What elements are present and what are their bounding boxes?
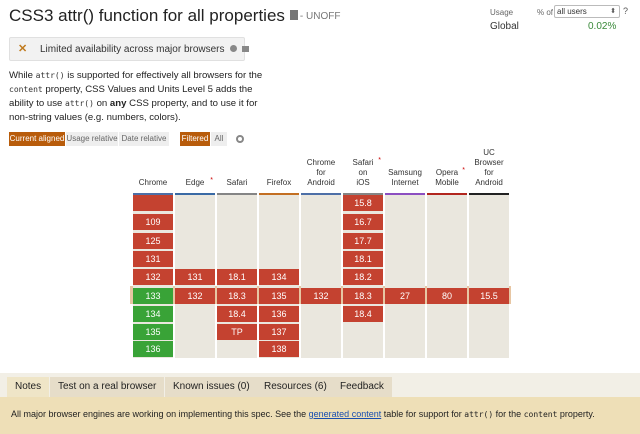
browser-color-bar: [385, 193, 425, 195]
comment-icon[interactable]: [241, 46, 249, 52]
version-cell[interactable]: 132: [301, 288, 341, 304]
filtered-button[interactable]: Filtered: [180, 132, 210, 146]
browser-color-bar: [217, 193, 257, 195]
browser-header[interactable]: UC Browser for Android: [469, 148, 509, 188]
version-cell[interactable]: 15.5: [469, 288, 509, 304]
region-label: Global: [490, 21, 519, 32]
version-cell[interactable]: 16.7: [343, 214, 383, 230]
page-title: CSS3 attr() function for all properties -…: [9, 6, 340, 26]
tab-resources[interactable]: Resources (6): [256, 377, 335, 397]
version-cell[interactable]: 138: [259, 341, 299, 357]
version-cell[interactable]: 133: [133, 288, 173, 304]
version-cell[interactable]: 137: [259, 324, 299, 340]
browser-header[interactable]: Safari: [217, 178, 257, 188]
browser-column: [301, 195, 341, 358]
tab-known-issues[interactable]: Known issues (0): [165, 377, 258, 397]
browser-color-bar: [427, 193, 467, 195]
browser-column: [427, 195, 467, 358]
usage-value: 0.02%: [588, 21, 617, 32]
version-cell[interactable]: 18.2: [343, 269, 383, 285]
version-cell[interactable]: 17.7: [343, 233, 383, 249]
help-link[interactable]: ?: [623, 6, 629, 16]
version-cell[interactable]: 18.1: [217, 269, 257, 285]
note-text: All major browser engines are working on…: [11, 409, 595, 419]
tab-notes[interactable]: Notes: [7, 377, 50, 397]
note-marker: *: [378, 157, 381, 164]
browser-column: [385, 195, 425, 358]
browser-name: Chrome: [138, 178, 168, 187]
tab-feedback[interactable]: Feedback: [332, 377, 392, 397]
version-cell[interactable]: 18.3: [343, 288, 383, 304]
browser-color-bar: [343, 193, 383, 195]
document-icon[interactable]: [289, 10, 298, 20]
browser-name: Chrome for Android: [306, 158, 336, 187]
feature-title: CSS3 attr() function for all properties: [9, 6, 285, 25]
version-cell[interactable]: 136: [133, 341, 173, 357]
usage-select[interactable]: all users ⬍: [554, 5, 620, 18]
generated-content-link[interactable]: generated content: [308, 409, 382, 419]
version-cell[interactable]: 134: [259, 269, 299, 285]
browser-name: Opera Mobile: [435, 168, 459, 187]
browser-header[interactable]: Chrome for Android: [301, 158, 341, 188]
browser-color-bar: [301, 193, 341, 195]
version-cell[interactable]: 131: [133, 251, 173, 267]
version-cell[interactable]: [133, 195, 173, 211]
usage-label: Usage: [490, 8, 514, 17]
version-cell[interactable]: 135: [259, 288, 299, 304]
version-cell[interactable]: 18.4: [343, 306, 383, 322]
version-cell[interactable]: 125: [133, 233, 173, 249]
notes-panel: [0, 397, 640, 434]
version-cell[interactable]: 27: [385, 288, 425, 304]
version-cell[interactable]: 18.3: [217, 288, 257, 304]
browser-color-bar: [469, 193, 509, 195]
browser-name: Safari on iOS: [352, 158, 374, 187]
gear-icon[interactable]: [236, 135, 244, 143]
version-cell[interactable]: 134: [133, 306, 173, 322]
usage-select-value: all users: [557, 7, 587, 16]
browser-color-bar: [259, 193, 299, 195]
browser-header[interactable]: Chrome: [133, 178, 173, 188]
tab-test-on-real-browser[interactable]: Test on a real browser: [50, 377, 165, 397]
version-cell[interactable]: 18.1: [343, 251, 383, 267]
all-button[interactable]: All: [211, 132, 227, 146]
browser-header[interactable]: Safari on iOS *: [343, 157, 383, 188]
current-aligned-button[interactable]: Current aligned: [9, 132, 65, 146]
availability-banner: ✕ Limited availability across major brows…: [9, 37, 249, 61]
browser-color-bar: [133, 193, 173, 195]
browser-name: Firefox: [266, 178, 292, 187]
percent-of-label: % of: [537, 8, 554, 17]
browser-name: Edge: [185, 178, 205, 187]
version-cell[interactable]: 136: [259, 306, 299, 322]
version-cell[interactable]: 132: [175, 288, 215, 304]
version-cell[interactable]: 15.8: [343, 195, 383, 211]
availability-text: Limited availability across major browse…: [40, 44, 225, 55]
version-cell[interactable]: 131: [175, 269, 215, 285]
note-marker: *: [210, 177, 213, 184]
version-cell[interactable]: 109: [133, 214, 173, 230]
feature-description: While attr() is supported for effectivel…: [9, 70, 263, 123]
date-relative-button[interactable]: Date relative: [119, 132, 169, 146]
select-arrows-icon: ⬍: [610, 8, 616, 15]
version-cell[interactable]: 80: [427, 288, 467, 304]
version-cell[interactable]: 135: [133, 324, 173, 340]
version-cell[interactable]: 18.4: [217, 306, 257, 322]
limited-availability-icon: ✕: [18, 43, 28, 55]
version-cell[interactable]: 132: [133, 269, 173, 285]
browser-column: [469, 195, 509, 358]
browser-header[interactable]: Samsung Internet: [385, 168, 425, 188]
version-cell[interactable]: TP: [217, 324, 257, 340]
browser-header[interactable]: Opera Mobile *: [427, 167, 467, 188]
browser-name: UC Browser for Android: [474, 148, 504, 187]
spec-status: - UNOFF: [299, 11, 341, 22]
help-icon[interactable]: [229, 45, 237, 52]
browser-header[interactable]: Edge *: [175, 177, 215, 188]
usage-relative-button[interactable]: Usage relative: [66, 132, 118, 146]
browser-header[interactable]: Firefox: [259, 178, 299, 188]
browser-name: Safari: [226, 178, 248, 187]
note-marker: *: [462, 167, 465, 174]
browser-color-bar: [175, 193, 215, 195]
browser-name: Samsung Internet: [388, 168, 422, 187]
